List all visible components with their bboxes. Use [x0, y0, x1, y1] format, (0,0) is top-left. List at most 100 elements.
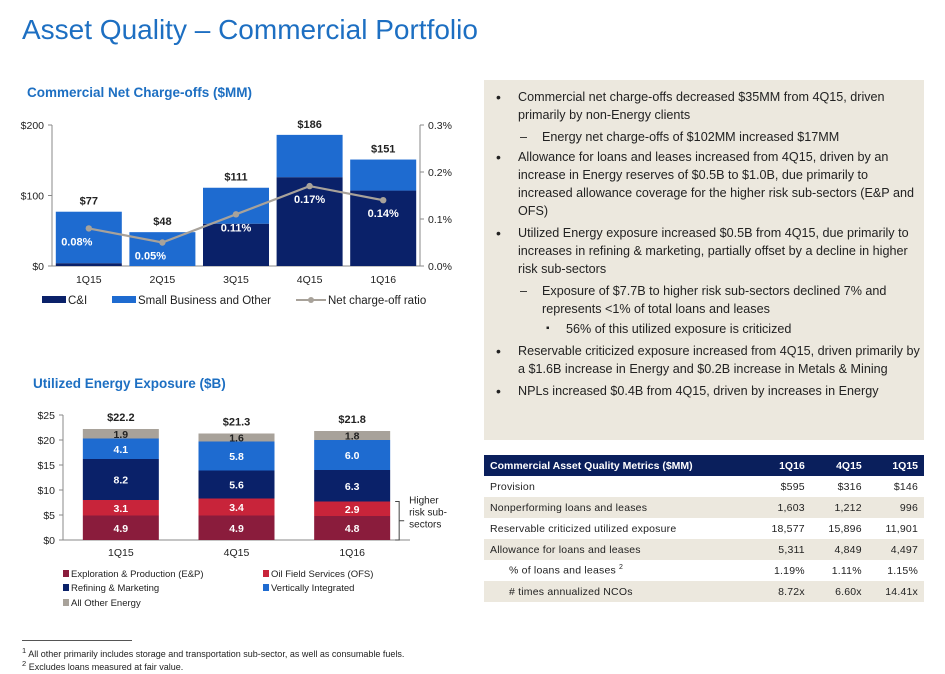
metrics-cell: 18,577	[771, 522, 805, 535]
y-tick-label: $20	[37, 435, 55, 447]
bar-other-energy-label: 1.8	[345, 431, 360, 443]
y-tick-label: $0	[43, 535, 55, 547]
metrics-cell: 15,896	[828, 522, 862, 535]
bar-ofs	[82, 500, 159, 516]
metrics-row: % of loans and leases 2 1.19% 1.11% 1.15%	[484, 560, 924, 581]
metrics-cell: 8.72x	[753, 581, 811, 602]
legend-swatch-ci	[42, 296, 66, 303]
metrics-row: Nonperforming loans and leases 1,603 1,212…	[484, 497, 924, 518]
metrics-row: Allowance for loans and leases 5,311 4,849…	[484, 539, 924, 560]
bar-ofs	[314, 501, 391, 516]
ratio-point	[232, 211, 240, 218]
bullet-list: • Commercial net charge-offs decreased $3…	[484, 88, 924, 404]
bar-ep	[198, 515, 275, 540]
metrics-row-label: Nonperforming loans and leases	[484, 497, 754, 518]
bar-total-label: $21.8	[338, 414, 366, 426]
ratio-point	[380, 197, 387, 204]
metrics-cell: 4,849	[810, 539, 868, 560]
metrics-label-text: % of loans and leases	[509, 564, 616, 577]
legend-label: Refining & Marketing	[71, 583, 159, 594]
metrics-cell: 4,497	[867, 539, 924, 560]
metrics-cell: 1,212	[810, 497, 868, 518]
x-tick-label: 1Q16	[339, 547, 365, 559]
bar-vertically-integrated	[198, 441, 275, 471]
bar-ofs-label: 2.9	[345, 504, 360, 516]
metrics-row-label: # times annualized NCOs	[484, 581, 754, 602]
legend-label-small-business: Small Business and Other	[138, 295, 271, 307]
metrics-header-col: 1Q15	[867, 455, 924, 476]
bullet-text: Utilized Energy exposure increased $0.5B…	[518, 226, 909, 276]
bullet-item: • Reservable criticized exposure increase…	[484, 342, 924, 378]
metrics-row: Reservable criticized utilized exposure 1…	[484, 518, 924, 539]
higher-risk-bracket	[395, 501, 405, 541]
bullet-text: 56% of this utilized exposure is critici…	[566, 322, 792, 336]
metrics-header-title: Commercial Asset Quality Metrics ($MM)	[484, 455, 754, 476]
legend-label: Vertically Integrated	[271, 583, 354, 594]
metrics-label-text: Allowance for loans and leases	[490, 543, 641, 556]
ratio-label: 0.05%	[135, 251, 166, 263]
x-tick-label: 1Q15	[108, 547, 134, 559]
y-tick-label: $10	[37, 485, 55, 497]
metrics-row: # times annualized NCOs 8.72x 6.60x 14.41x	[484, 581, 924, 602]
y2-tick-label: 0.0%	[428, 261, 452, 273]
bar-ofs-label: 3.1	[114, 503, 129, 515]
bar-ep-label: 4.9	[229, 523, 244, 535]
footnote-1-text: All other primarily includes storage and…	[28, 649, 405, 659]
ratio-point	[159, 239, 166, 246]
x-tick-label: 1Q16	[370, 274, 396, 286]
metrics-cell: $595	[780, 480, 805, 493]
x-tick-label: 4Q15	[297, 274, 323, 286]
legend-swatch	[63, 570, 69, 577]
metrics-table: Commercial Asset Quality Metrics ($MM) 1…	[484, 455, 924, 602]
page-title: Asset Quality – Commercial Portfolio	[22, 14, 478, 45]
legend-label-ci: C&I	[68, 295, 87, 307]
metrics-cell: 5,311	[753, 539, 811, 560]
bullet-marker: •	[496, 383, 501, 399]
metrics-cell: 14.41x	[867, 581, 924, 602]
bar-total-label: $111	[224, 172, 247, 184]
higher-risk-annotation: risk sub-	[409, 508, 447, 519]
bar-other-energy	[198, 433, 275, 442]
ratio-label: 0.11%	[221, 222, 252, 234]
bar-refining	[198, 470, 275, 499]
legend-label-ratio: Net charge-off ratio	[328, 295, 426, 307]
footnote-1: 1 All other primarily includes storage a…	[22, 646, 404, 659]
legend-label: Exploration & Production (E&P)	[71, 569, 204, 580]
nco-chart-title: Commercial Net Charge-offs ($MM)	[27, 85, 253, 100]
metrics-cell: $146	[893, 480, 918, 493]
bar-vertically-integrated-label: 6.0	[345, 450, 360, 462]
legend-swatch	[63, 584, 69, 591]
bullet-text: Energy net charge-offs of $102MM increas…	[542, 130, 840, 144]
metrics-row-label: Provision	[484, 476, 754, 497]
bullet-marker: •	[496, 89, 501, 105]
bullet-item: – Energy net charge-offs of $102MM increa…	[484, 128, 924, 146]
footnote-2-mark: 2	[22, 659, 27, 668]
bar-total-label: $151	[371, 144, 395, 156]
metrics-label-text: Provision	[490, 480, 535, 493]
metrics-row-label: % of loans and leases 2	[484, 560, 754, 581]
bullet-marker: •	[496, 343, 501, 359]
bar-ci	[276, 177, 343, 266]
bar-total-label: $22.2	[107, 412, 135, 424]
bar-other-energy	[82, 429, 159, 439]
bar-total-label: $21.3	[223, 417, 251, 429]
y2-tick-label: 0.3%	[428, 120, 452, 132]
bar-small-business	[276, 134, 343, 178]
metrics-header-row: Commercial Asset Quality Metrics ($MM) 1…	[484, 455, 924, 476]
x-tick-label: 3Q15	[223, 274, 249, 286]
x-tick-label: 1Q15	[76, 274, 102, 286]
metrics-header-col: 4Q15	[810, 455, 868, 476]
bar-other-energy	[314, 431, 391, 440]
bar-other-energy-label: 1.9	[114, 429, 129, 441]
bar-vertically-integrated	[314, 440, 391, 470]
metrics-row-label: Reservable criticized utilized exposure	[484, 518, 754, 539]
bullet-marker: –	[520, 284, 528, 298]
bar-refining-label: 8.2	[114, 475, 129, 487]
bar-ofs-label: 3.4	[229, 502, 244, 514]
legend-swatch-small-business	[112, 296, 136, 303]
y2-tick-label: 0.1%	[428, 214, 452, 226]
bullet-text: Reservable criticized exposure increased…	[518, 344, 920, 376]
metrics-cell: 1.11%	[831, 564, 862, 577]
bullet-item: • Utilized Energy exposure increased $0.5…	[484, 224, 924, 278]
higher-risk-annotation: sectors	[409, 520, 441, 531]
